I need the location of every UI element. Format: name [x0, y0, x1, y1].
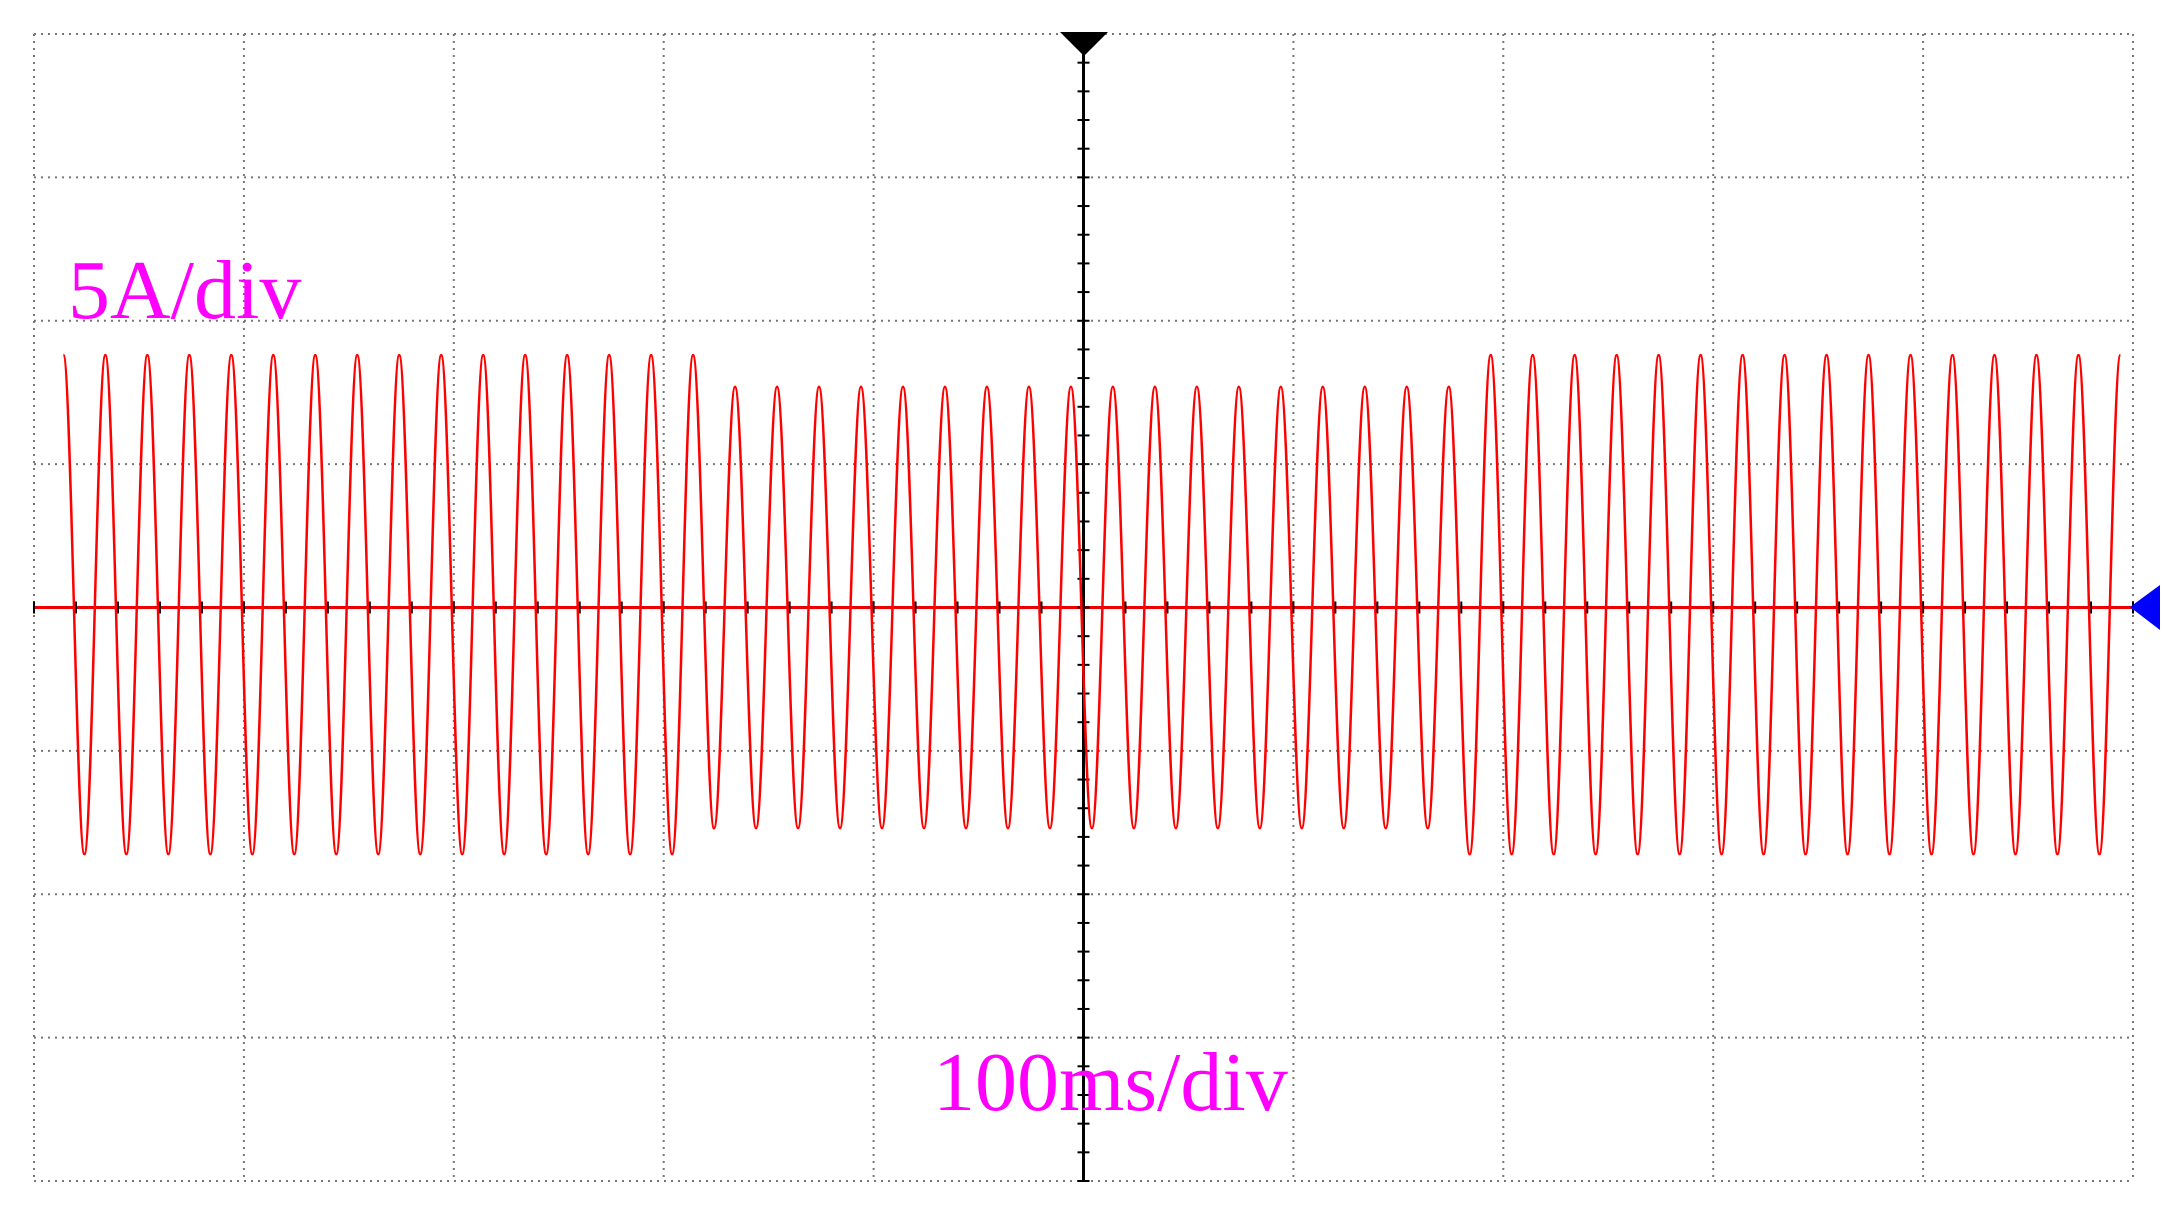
volt-scale: 5A/div: [68, 244, 301, 337]
trigger-marker: [1060, 32, 1108, 56]
current-trace: [62, 353, 2122, 856]
time-scale: 100ms/div: [933, 1036, 1288, 1129]
trace: [62, 353, 2122, 856]
axes: [33, 33, 2134, 1182]
level-marker: [2130, 585, 2160, 630]
